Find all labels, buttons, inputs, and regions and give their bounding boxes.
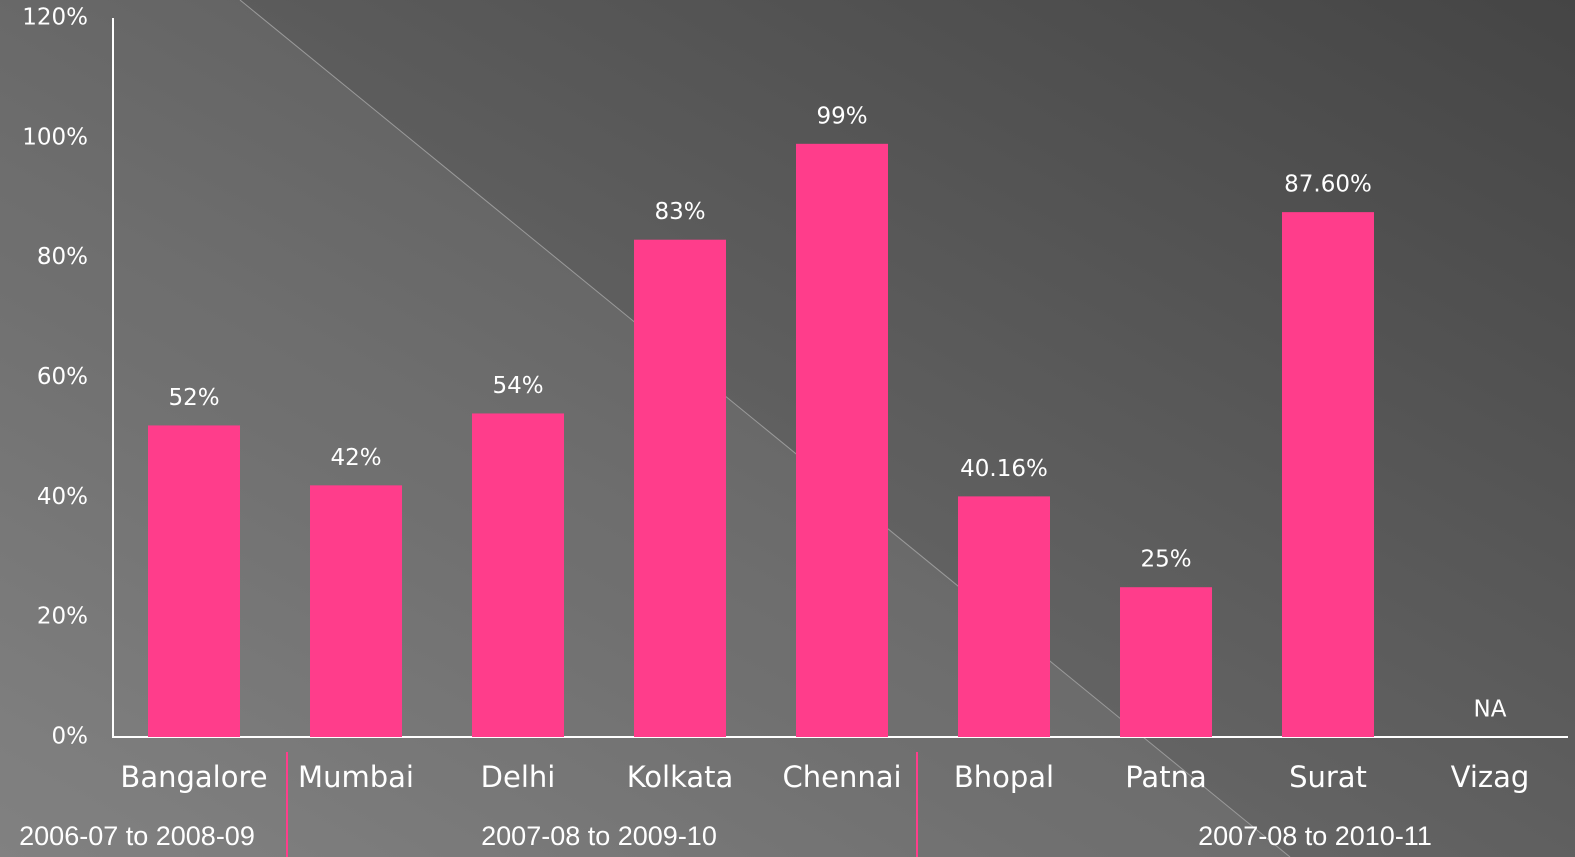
value-label: 40.16% [960,456,1048,482]
bar [796,143,888,737]
y-tick-label: 60% [37,364,88,390]
x-tick-label: Patna [1125,760,1206,794]
group-label: 2006-07 to 2008-09 [19,821,255,851]
y-tick-label: 80% [37,244,88,270]
bar [958,496,1050,737]
value-label: 87.60% [1284,172,1372,198]
group-label: 2007-08 to 2009-10 [481,821,717,851]
bar [634,239,726,738]
value-label: 99% [816,103,867,129]
y-tick-label: 20% [37,604,88,630]
x-tick-label: Chennai [782,760,901,794]
value-label: 83% [654,199,705,225]
bar [310,485,402,737]
x-tick-label: Surat [1289,760,1367,794]
value-label: 52% [168,385,219,411]
bar [472,413,564,737]
x-tick-label: Kolkata [627,760,734,794]
x-tick-label: Delhi [481,760,556,794]
group-label: 2007-08 to 2010-11 [1198,821,1432,851]
y-tick-label: 100% [22,124,88,150]
background-diagonal [239,0,1291,857]
x-tick-label: Bangalore [120,760,267,794]
value-label: NA [1474,697,1507,723]
x-tick-label: Bhopal [954,760,1054,794]
bar [1282,212,1374,737]
value-label: 25% [1140,547,1191,573]
y-tick-label: 40% [37,484,88,510]
value-label: 54% [492,373,543,399]
y-tick-label: 0% [52,724,89,750]
y-tick-label: 120% [22,5,88,31]
bar [148,425,240,737]
bar [1120,587,1212,737]
x-tick-label: Mumbai [298,760,414,794]
value-label: 42% [330,445,381,471]
x-tick-label: Vizag [1451,760,1530,794]
